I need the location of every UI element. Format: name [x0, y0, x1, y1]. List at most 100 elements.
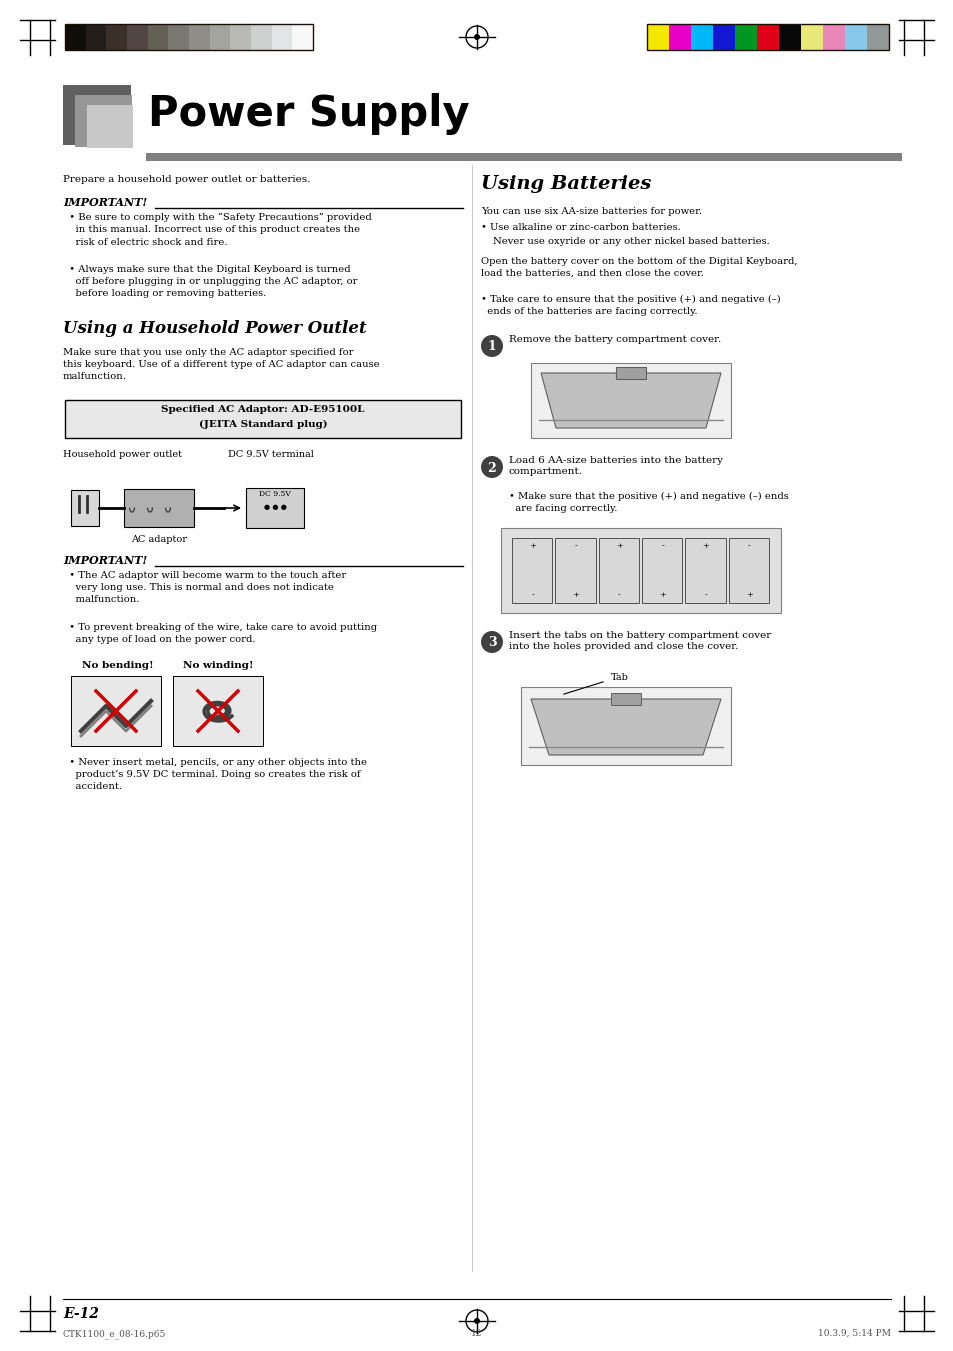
Text: (JEITA Standard plug): (JEITA Standard plug) [198, 420, 327, 430]
Text: -: - [531, 590, 534, 598]
Text: +: + [572, 590, 578, 598]
Bar [230, 24, 251, 50]
Bar [189, 24, 210, 50]
Circle shape [474, 34, 479, 41]
Text: DC 9.5V: DC 9.5V [259, 490, 291, 499]
Bar [246, 488, 304, 528]
Polygon shape [540, 373, 720, 428]
Bar [500, 528, 781, 613]
Bar [512, 538, 552, 603]
Bar [148, 24, 168, 50]
Text: +: + [701, 542, 709, 550]
Bar [172, 676, 263, 746]
Text: Open the battery cover on the bottom of the Digital Keyboard,
load the batteries: Open the battery cover on the bottom of … [480, 257, 797, 278]
Text: Prepare a household power outlet or batteries.: Prepare a household power outlet or batt… [63, 176, 310, 184]
Text: • Never insert metal, pencils, or any other objects into the
    product’s 9.5V : • Never insert metal, pencils, or any ot… [63, 758, 367, 792]
Circle shape [480, 457, 502, 478]
Text: No bending!: No bending! [82, 661, 153, 670]
Text: CTK1100_e_08-16.p65: CTK1100_e_08-16.p65 [63, 1329, 166, 1339]
Text: 1: 1 [487, 340, 496, 354]
Bar [75, 95, 132, 147]
Text: E-12: E-12 [63, 1306, 99, 1321]
Bar [87, 105, 132, 149]
Bar [822, 24, 844, 50]
Bar [168, 24, 189, 50]
Bar [86, 24, 106, 50]
Bar [728, 538, 768, 603]
Text: 3: 3 [487, 636, 496, 650]
Text: -: - [747, 542, 750, 550]
Bar [63, 85, 131, 145]
Bar [71, 676, 161, 746]
Bar [65, 24, 86, 50]
Text: +: + [745, 590, 752, 598]
Text: IMPORTANT!: IMPORTANT! [63, 555, 147, 566]
Text: 10.3.9, 5:14 PM: 10.3.9, 5:14 PM [817, 1329, 890, 1337]
Circle shape [480, 631, 502, 653]
Text: Specified AC Adaptor: AD-E95100L: Specified AC Adaptor: AD-E95100L [161, 405, 364, 413]
Text: • To prevent breaking of the wire, take care to avoid putting
    any type of lo: • To prevent breaking of the wire, take … [63, 623, 376, 644]
Bar [65, 400, 460, 438]
Bar [124, 489, 193, 527]
Bar [520, 688, 730, 765]
Text: Using a Household Power Outlet: Using a Household Power Outlet [63, 320, 366, 336]
Bar [531, 363, 730, 438]
Text: Insert the tabs on the battery compartment cover
into the holes provided and clo: Insert the tabs on the battery compartme… [509, 631, 770, 651]
Text: +: + [529, 542, 536, 550]
Text: Household power outlet: Household power outlet [63, 450, 182, 459]
Text: +: + [659, 590, 665, 598]
Bar [844, 24, 866, 50]
Text: Make sure that you use only the AC adaptor specified for
this keyboard. Use of a: Make sure that you use only the AC adapt… [63, 349, 379, 381]
Text: • Always make sure that the Digital Keyboard is turned
    off before plugging i: • Always make sure that the Digital Keyb… [63, 265, 357, 299]
Bar [779, 24, 801, 50]
Bar [210, 24, 230, 50]
Bar [712, 24, 734, 50]
Text: Tab: Tab [610, 673, 628, 682]
Bar [106, 24, 127, 50]
Text: ● ● ●: ● ● ● [263, 503, 286, 511]
Text: DC 9.5V terminal: DC 9.5V terminal [228, 450, 314, 459]
Bar [127, 24, 148, 50]
Text: 12: 12 [471, 1329, 482, 1337]
Polygon shape [531, 698, 720, 755]
Bar [251, 24, 272, 50]
Bar [598, 538, 639, 603]
Text: Load 6 AA-size batteries into the battery
compartment.: Load 6 AA-size batteries into the batter… [509, 457, 722, 477]
Text: • Be sure to comply with the “Safety Precautions” provided
    in this manual. I: • Be sure to comply with the “Safety Pre… [63, 213, 372, 247]
Bar [757, 24, 779, 50]
Text: 2: 2 [487, 462, 496, 474]
Bar [555, 538, 595, 603]
Bar [610, 693, 640, 705]
Bar [866, 24, 888, 50]
Text: Using Batteries: Using Batteries [480, 176, 651, 193]
Bar [646, 24, 668, 50]
Text: -: - [574, 542, 577, 550]
Text: Power Supply: Power Supply [148, 93, 469, 135]
Text: • Use alkaline or zinc-carbon batteries.: • Use alkaline or zinc-carbon batteries. [480, 223, 680, 232]
Bar [801, 24, 822, 50]
Bar [646, 24, 888, 50]
Bar [690, 24, 712, 50]
Text: +: + [616, 542, 622, 550]
Text: AC adaptor: AC adaptor [131, 535, 187, 544]
Bar [684, 538, 725, 603]
Text: -: - [704, 590, 707, 598]
Text: -: - [660, 542, 663, 550]
Bar [668, 24, 690, 50]
Bar [65, 24, 313, 50]
Text: IMPORTANT!: IMPORTANT! [63, 197, 147, 208]
Text: • The AC adaptor will become warm to the touch after
    very long use. This is : • The AC adaptor will become warm to the… [63, 571, 346, 604]
Text: • Take care to ensure that the positive (+) and negative (–)
  ends of the batte: • Take care to ensure that the positive … [480, 295, 780, 316]
Bar [272, 24, 292, 50]
Circle shape [480, 335, 502, 357]
Text: -: - [618, 590, 620, 598]
Text: • Make sure that the positive (+) and negative (–) ends
  are facing correctly.: • Make sure that the positive (+) and ne… [509, 492, 788, 513]
Bar [71, 490, 99, 526]
Bar [146, 153, 901, 161]
Bar [734, 24, 757, 50]
Text: You can use six AA-size batteries for power.: You can use six AA-size batteries for po… [480, 207, 701, 216]
Circle shape [474, 1319, 479, 1324]
Text: No winding!: No winding! [183, 661, 253, 670]
Bar [641, 538, 681, 603]
Bar [616, 367, 645, 380]
